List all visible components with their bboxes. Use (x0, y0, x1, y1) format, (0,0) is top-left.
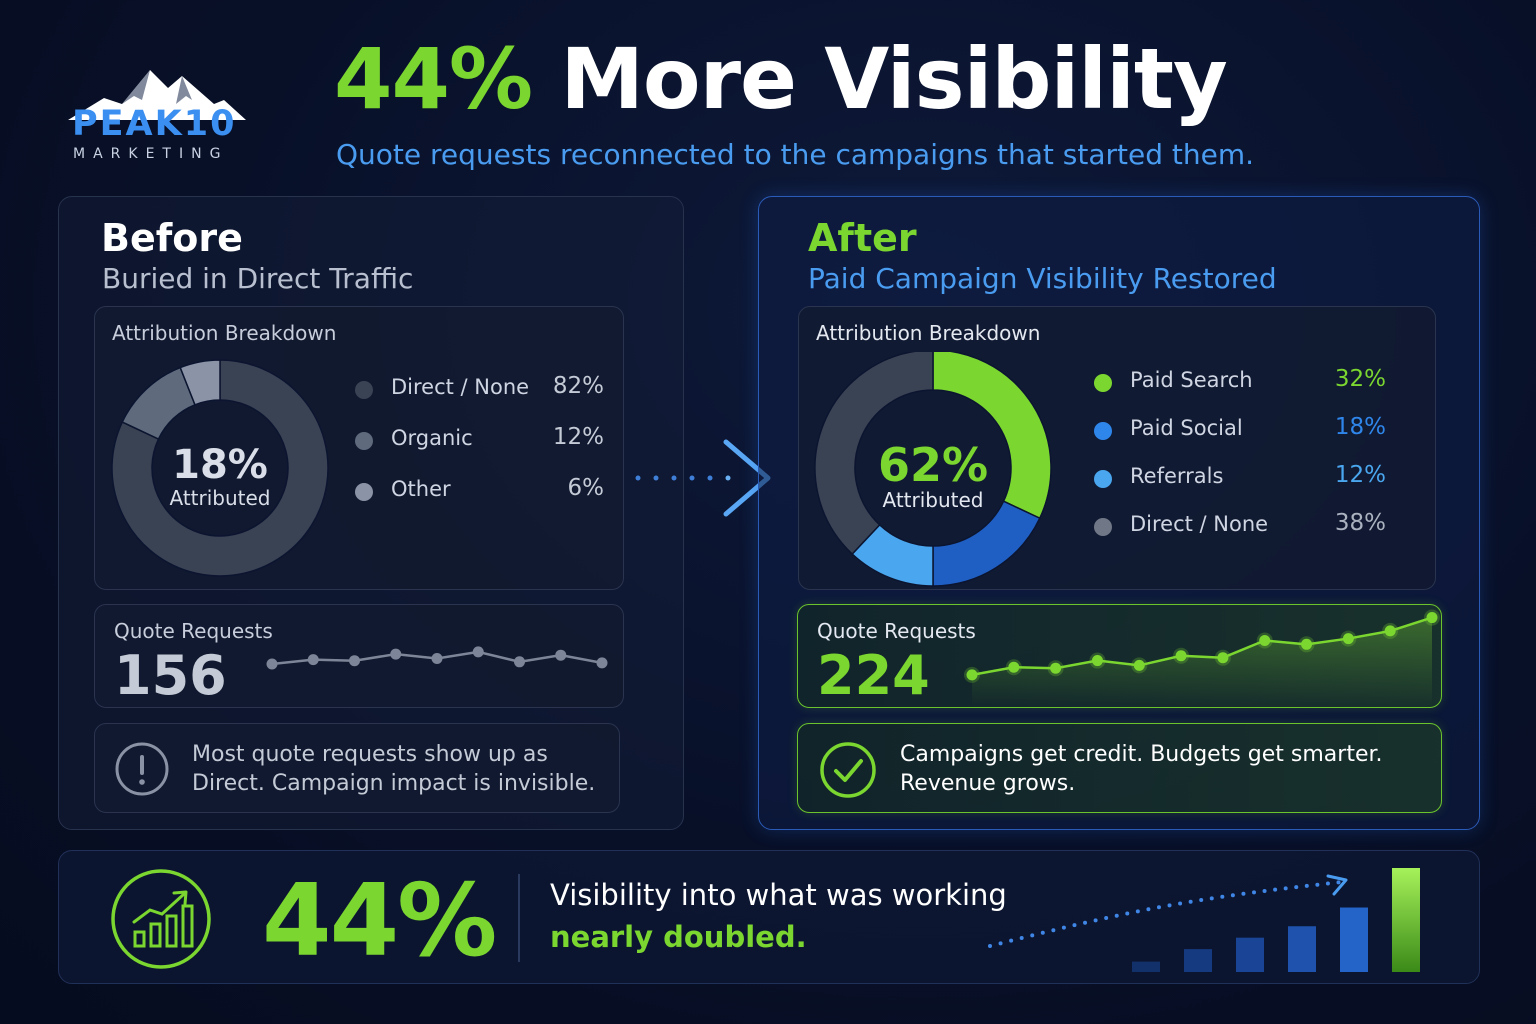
before-title: Before (101, 216, 243, 260)
growth-bar-1 (1184, 949, 1212, 972)
before-legend-dot (355, 483, 373, 501)
before-legend-label: Direct / None (391, 375, 530, 399)
after-spark-point-0 (966, 669, 978, 681)
before-legend-dot (355, 381, 373, 399)
headline-accent: 44% (334, 30, 533, 128)
brand-tagline: MARKETING (73, 146, 229, 162)
before-donut-value: 18% (172, 442, 268, 488)
before-legend-dot (355, 432, 373, 450)
growth-bar-chart (988, 868, 1420, 972)
before-spark-point-4 (431, 653, 443, 664)
before-donut-slice-0 (111, 359, 329, 577)
headline-rest: More Visibility (560, 30, 1227, 128)
page-subtitle: Quote requests reconnected to the campai… (336, 138, 1254, 171)
before-spark-point-3 (390, 648, 402, 660)
before-donut-slice-2 (179, 359, 221, 406)
after-spark-area (972, 617, 1432, 706)
after-donut-chart (814, 352, 1052, 587)
after-spark-point-8 (1301, 638, 1313, 650)
before-sparkline (266, 646, 608, 670)
after-quote-label: Quote Requests (817, 619, 976, 643)
after-note-line1: Campaigns get credit. Budgets get smarte… (900, 742, 1383, 767)
after-donut-label: Attributed (882, 488, 984, 512)
after-legend-dot (1094, 518, 1112, 536)
after-spark-point-9 (1342, 633, 1354, 645)
trend-dotted-arrow (988, 880, 1341, 948)
after-spark-point-10 (1384, 625, 1396, 637)
before-legend-value: 12% (552, 424, 604, 450)
after-spark-point-5 (1175, 650, 1187, 662)
after-legend-value: 18% (1334, 414, 1386, 440)
before-quote-value: 156 (114, 644, 227, 707)
after-donut-value: 62% (877, 438, 989, 492)
growth-bar-3 (1288, 926, 1316, 972)
after-spark-point-1 (1008, 661, 1020, 673)
after-legend-label: Paid Search (1130, 368, 1253, 392)
after-legend-value: 38% (1334, 510, 1386, 536)
after-spark-line (971, 616, 1433, 677)
after-title: After (808, 216, 917, 260)
before-note-line2: Direct. Campaign impact is invisible. (192, 771, 596, 796)
after-note-line2: Revenue grows. (900, 771, 1076, 796)
mountain-logo-icon (68, 70, 246, 120)
after-legend-label: Referrals (1130, 464, 1224, 488)
before-legend-label: Organic (391, 426, 473, 450)
growth-chart-icon (111, 869, 211, 969)
check-circle-icon (820, 742, 876, 798)
summary-line1: Visibility into what was working (550, 878, 1007, 912)
before-spark-point-2 (349, 655, 360, 667)
exclamation-circle-icon (115, 742, 169, 796)
growth-bar-5 (1392, 868, 1420, 972)
summary-line2: nearly doubled. (550, 920, 807, 954)
before-legend-value: 82% (552, 373, 604, 399)
after-legend-dot (1094, 374, 1112, 392)
after-spark-point-6 (1217, 652, 1229, 664)
growth-bar-4 (1340, 907, 1368, 972)
before-subtitle: Buried in Direct Traffic (102, 262, 414, 295)
before-spark-point-5 (472, 646, 484, 658)
page-title: 44% More Visibility (334, 30, 1228, 128)
before-spark-point-6 (514, 656, 525, 668)
growth-bar-2 (1236, 937, 1264, 972)
after-spark-point-3 (1091, 655, 1103, 667)
before-quote-card (94, 604, 624, 708)
after-spark-point-2 (1050, 662, 1062, 674)
before-legend-label: Other (391, 477, 451, 501)
after-subtitle: Paid Campaign Visibility Restored (808, 262, 1277, 295)
after-legend-label: Paid Social (1130, 416, 1243, 440)
before-note-card (94, 723, 620, 813)
after-quote-value: 224 (817, 644, 930, 707)
after-sparkline (964, 609, 1440, 706)
growth-bar-0 (1132, 961, 1160, 972)
after-donut-slice-1 (932, 500, 1041, 587)
summary-value: 44% (262, 862, 497, 979)
before-attribution-title: Attribution Breakdown (112, 321, 337, 345)
before-spark-point-0 (266, 658, 278, 670)
after-donut-slice-3 (814, 352, 934, 556)
after-spark-point-11 (1426, 612, 1438, 624)
before-spark-point-8 (596, 657, 608, 669)
after-spark-point-7 (1259, 634, 1271, 646)
before-spark-point-7 (555, 649, 567, 661)
before-legend-value: 6% (567, 475, 605, 501)
after-attribution-title: Attribution Breakdown (816, 321, 1041, 345)
after-legend-dot (1094, 470, 1112, 488)
before-donut-chart (111, 359, 329, 577)
before-spark-point-1 (307, 654, 319, 666)
summary-divider (518, 874, 520, 962)
after-spark-point-4 (1133, 659, 1145, 671)
after-donut-slice-0 (932, 352, 1052, 520)
after-note-card (797, 723, 1442, 813)
before-quote-label: Quote Requests (114, 619, 273, 643)
brand-name: PEAK10 (72, 104, 237, 144)
after-legend-value: 12% (1334, 462, 1386, 488)
before-donut-label: Attributed (169, 486, 271, 510)
after-legend-dot (1094, 422, 1112, 440)
after-legend-value: 32% (1334, 366, 1386, 392)
before-note-line1: Most quote requests show up as (192, 742, 548, 767)
after-legend-label: Direct / None (1130, 512, 1269, 536)
